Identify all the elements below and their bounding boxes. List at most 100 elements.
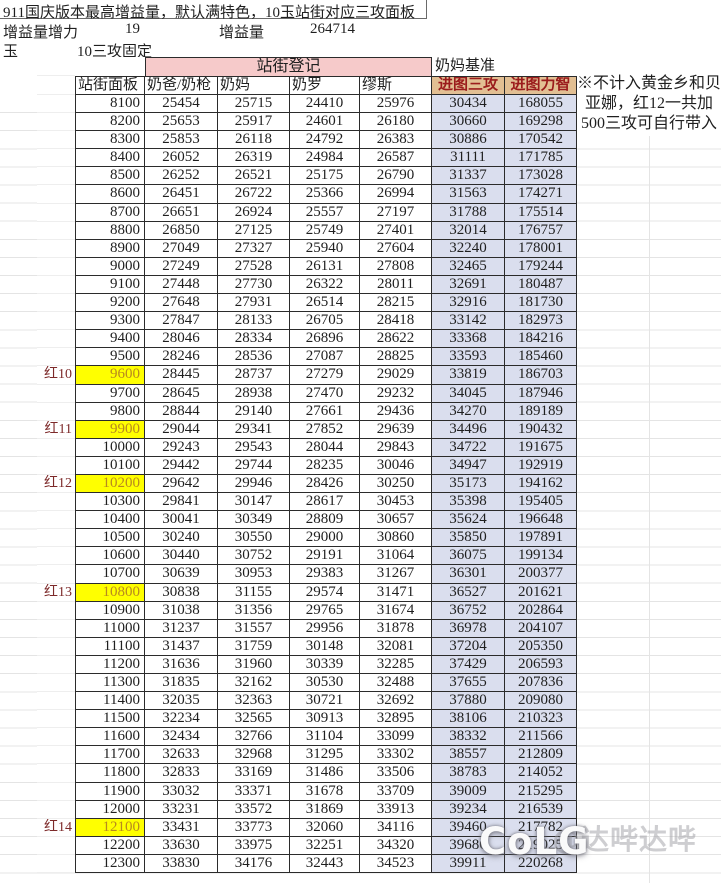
blank-header-cell[interactable] xyxy=(75,57,145,76)
cell-street-panel[interactable]: 10600 xyxy=(75,547,145,566)
cell-value[interactable]: 178001 xyxy=(505,239,577,258)
cell-value[interactable]: 28617 xyxy=(290,493,360,512)
cell-value[interactable]: 30440 xyxy=(145,547,218,566)
cell-value[interactable]: 29232 xyxy=(360,384,432,403)
gain-amount-value[interactable]: 264714 xyxy=(310,21,355,37)
cell-value[interactable]: 199134 xyxy=(505,547,577,566)
cell-street-panel[interactable]: 8600 xyxy=(75,185,145,204)
cell-value[interactable]: 189189 xyxy=(505,402,577,421)
cell-value[interactable]: 170542 xyxy=(505,131,577,150)
cell-value[interactable]: 31878 xyxy=(360,619,432,638)
cell-value[interactable]: 34116 xyxy=(360,818,432,837)
cell-value[interactable]: 32968 xyxy=(218,746,290,765)
cell-value[interactable]: 28426 xyxy=(290,474,360,494)
cell-value[interactable]: 28246 xyxy=(145,348,218,367)
cell-value[interactable]: 212809 xyxy=(505,746,577,765)
cell-value[interactable]: 30148 xyxy=(290,637,360,656)
cell-value[interactable]: 207836 xyxy=(505,674,577,693)
cell-value[interactable]: 32833 xyxy=(145,764,218,783)
cell-value[interactable]: 27401 xyxy=(360,221,432,240)
cell-value[interactable]: 26587 xyxy=(360,149,432,168)
cell-street-panel[interactable]: 11900 xyxy=(75,782,145,801)
cell-value[interactable]: 32060 xyxy=(290,818,360,837)
cell-value[interactable]: 168055 xyxy=(505,95,577,114)
cell-street-panel[interactable]: 8400 xyxy=(75,149,145,168)
cell-value[interactable]: 35850 xyxy=(432,529,505,548)
cell-value[interactable]: 27279 xyxy=(290,366,360,385)
cell-value[interactable]: 25557 xyxy=(290,203,360,222)
cell-value[interactable]: 36752 xyxy=(432,601,505,620)
cell-value[interactable]: 28011 xyxy=(360,275,432,295)
cell-value[interactable]: 27661 xyxy=(290,402,360,421)
cell-value[interactable]: 33709 xyxy=(360,782,432,801)
cell-value[interactable]: 30886 xyxy=(432,131,505,150)
cell-street-panel[interactable]: 9300 xyxy=(75,312,145,331)
cell-value[interactable]: 27327 xyxy=(218,239,290,258)
cell-street-panel[interactable]: 12300 xyxy=(75,854,145,874)
column-header-muse[interactable]: 缪斯 xyxy=(360,76,432,95)
cell-value[interactable]: 29946 xyxy=(218,474,290,494)
cell-value[interactable]: 31155 xyxy=(218,583,290,602)
cell-value[interactable]: 30250 xyxy=(360,474,432,494)
cell-street-panel[interactable]: 10700 xyxy=(75,565,145,584)
cell-value[interactable]: 25976 xyxy=(360,95,432,114)
cell-value[interactable]: 33368 xyxy=(432,330,505,349)
cell-street-panel[interactable]: 10300 xyxy=(75,493,145,512)
cell-value[interactable]: 215295 xyxy=(505,782,577,801)
cell-value[interactable]: 33773 xyxy=(218,818,290,837)
cell-value[interactable]: 179244 xyxy=(505,257,577,276)
cell-value[interactable]: 30953 xyxy=(218,565,290,584)
cell-value[interactable]: 39234 xyxy=(432,800,505,819)
cell-street-panel[interactable]: 9000 xyxy=(75,257,145,276)
cell-street-panel[interactable]: 11800 xyxy=(75,764,145,783)
cell-value[interactable]: 30838 xyxy=(145,583,218,602)
cell-value[interactable]: 26924 xyxy=(218,203,290,222)
cell-value[interactable]: 27808 xyxy=(360,257,432,276)
cell-value[interactable]: 29956 xyxy=(290,619,360,638)
column-header-entry-str-int[interactable]: 进图力智 xyxy=(505,76,577,95)
cell-value[interactable]: 35398 xyxy=(432,493,505,512)
cell-value[interactable]: 31295 xyxy=(290,746,360,765)
cell-value[interactable]: 184216 xyxy=(505,330,577,349)
cell-value[interactable]: 202864 xyxy=(505,601,577,620)
cell-value[interactable]: 26514 xyxy=(290,294,360,313)
cell-value[interactable]: 190432 xyxy=(505,420,577,439)
cell-value[interactable]: 31064 xyxy=(360,547,432,566)
cell-value[interactable]: 30657 xyxy=(360,511,432,530)
cell-value[interactable]: 28334 xyxy=(218,330,290,349)
cell-value[interactable]: 29029 xyxy=(360,366,432,385)
cell-street-panel[interactable]: 11600 xyxy=(75,728,145,747)
cell-value[interactable]: 25366 xyxy=(290,185,360,204)
cell-value[interactable]: 27730 xyxy=(218,275,290,295)
milk-base-group-header[interactable]: 奶妈基准 xyxy=(435,58,496,74)
cell-value[interactable]: 33630 xyxy=(145,836,218,855)
cell-value[interactable]: 29000 xyxy=(290,529,360,548)
cell-value[interactable]: 28044 xyxy=(290,438,360,457)
cell-street-panel[interactable]: 12100 xyxy=(75,818,145,837)
cell-value[interactable]: 29642 xyxy=(145,474,218,494)
column-header-entry-triple-attack[interactable]: 进图三攻 xyxy=(432,76,505,95)
cell-value[interactable]: 26521 xyxy=(218,167,290,186)
cell-street-panel[interactable]: 8700 xyxy=(75,203,145,222)
cell-street-panel[interactable]: 9400 xyxy=(75,330,145,349)
cell-value[interactable]: 29383 xyxy=(290,565,360,584)
cell-value[interactable]: 25853 xyxy=(145,131,218,150)
cell-value[interactable]: 25454 xyxy=(145,95,218,114)
gain-amount-label[interactable]: 增益量 xyxy=(219,25,265,41)
cell-value[interactable]: 32035 xyxy=(145,692,218,711)
cell-value[interactable]: 25715 xyxy=(218,95,290,114)
cell-value[interactable]: 27049 xyxy=(145,239,218,258)
cell-street-panel[interactable]: 10400 xyxy=(75,511,145,530)
cell-value[interactable]: 186703 xyxy=(505,366,577,385)
cell-street-panel[interactable]: 11300 xyxy=(75,674,145,693)
jade-label[interactable]: 玉 xyxy=(3,44,19,60)
cell-value[interactable]: 34176 xyxy=(218,854,290,874)
cell-street-panel[interactable]: 11200 xyxy=(75,655,145,674)
cell-street-panel[interactable]: 9200 xyxy=(75,294,145,313)
cell-value[interactable]: 29639 xyxy=(360,420,432,439)
cell-value[interactable]: 32251 xyxy=(290,836,360,855)
cell-value[interactable]: 29243 xyxy=(145,438,218,457)
cell-value[interactable]: 28645 xyxy=(145,384,218,403)
cell-value[interactable]: 39460 xyxy=(432,818,505,837)
cell-value[interactable]: 34045 xyxy=(432,384,505,403)
